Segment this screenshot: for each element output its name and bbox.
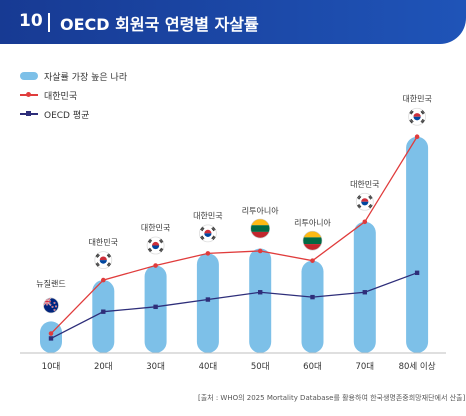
south-korea-flag-icon <box>146 236 165 255</box>
legend: 자살률 가장 높은 나라 대한민국 OECD 평균 <box>20 68 127 125</box>
oecd-line <box>50 272 418 339</box>
x-tick-label-1: 20대 <box>94 362 113 372</box>
oecd-point-6 <box>362 290 367 295</box>
bar-3 <box>196 253 219 353</box>
x-tick-label-7: 80세 이상 <box>399 361 436 372</box>
korea-point-1 <box>101 277 106 283</box>
south-korea-flag-icon <box>198 224 217 243</box>
x-tick-label-0: 10대 <box>42 362 61 372</box>
legend-label: 대한민국 <box>44 91 78 102</box>
title-divider <box>48 13 50 32</box>
south-korea-flag-icon <box>408 107 427 126</box>
page-title: OECD 회원국 연령별 자살률 <box>60 15 259 34</box>
new-zealand-flag-icon <box>43 297 59 314</box>
lithuania-flag-icon <box>302 230 323 251</box>
x-tick-label-3: 40대 <box>199 362 218 372</box>
korea-point-4 <box>257 248 263 254</box>
x-tick-label-4: 50대 <box>251 362 270 372</box>
x-tick-label-6: 70대 <box>355 362 374 372</box>
korea-point-2 <box>153 263 158 268</box>
bar-7 <box>406 136 429 353</box>
legend-swatch-korea-line <box>20 91 38 99</box>
legend-item-oecd: OECD 평균 <box>20 106 127 122</box>
country-label-7: 대한민국 <box>402 94 431 104</box>
korea-line <box>50 136 418 335</box>
x-tick-label-2: 30대 <box>146 362 165 372</box>
country-label-3: 대한민국 <box>193 210 222 220</box>
country-label-1: 대한민국 <box>89 237 118 247</box>
legend-swatch-bar <box>20 72 38 80</box>
legend-label: OECD 평균 <box>44 110 90 121</box>
korea-point-0 <box>48 331 54 336</box>
legend-label: 자살률 가장 높은 나라 <box>44 72 128 83</box>
oecd-point-5 <box>310 294 315 300</box>
oecd-point-0 <box>48 336 54 341</box>
bar-4 <box>249 248 272 353</box>
country-label-4: 리투아니아 <box>242 206 279 216</box>
bar-5 <box>301 260 324 353</box>
section-number: 10 <box>19 11 43 31</box>
oecd-point-2 <box>153 304 158 310</box>
oecd-point-3 <box>205 297 211 302</box>
korea-point-5 <box>310 258 315 263</box>
legend-swatch-oecd-line <box>20 110 38 118</box>
legend-item-korea: 대한민국 <box>20 87 127 103</box>
oecd-point-7 <box>414 270 420 276</box>
oecd-point-4 <box>258 290 263 295</box>
korea-point-6 <box>362 219 368 225</box>
country-label-5: 리투아니아 <box>294 218 331 228</box>
bar-6 <box>353 221 376 353</box>
source-note: [출처 : WHO의 2025 Mortality Database를 활용하여… <box>198 394 466 402</box>
bar-2 <box>144 265 167 353</box>
country-label-0: 뉴질랜드 <box>36 278 65 288</box>
x-tick-label-5: 60대 <box>303 362 322 372</box>
south-korea-flag-icon <box>94 251 113 270</box>
title-banner: 10 OECD 회원국 연령별 자살률 <box>0 0 466 44</box>
south-korea-flag-icon <box>355 192 374 211</box>
legend-item-top-country: 자살률 가장 높은 나라 <box>20 68 127 84</box>
country-label-2: 대한민국 <box>141 223 170 233</box>
korea-point-3 <box>205 251 211 256</box>
lithuania-flag-icon <box>250 218 271 239</box>
country-label-6: 대한민국 <box>350 179 379 189</box>
bar-1 <box>92 280 115 353</box>
oecd-point-1 <box>101 309 106 314</box>
korea-point-7 <box>414 134 420 140</box>
